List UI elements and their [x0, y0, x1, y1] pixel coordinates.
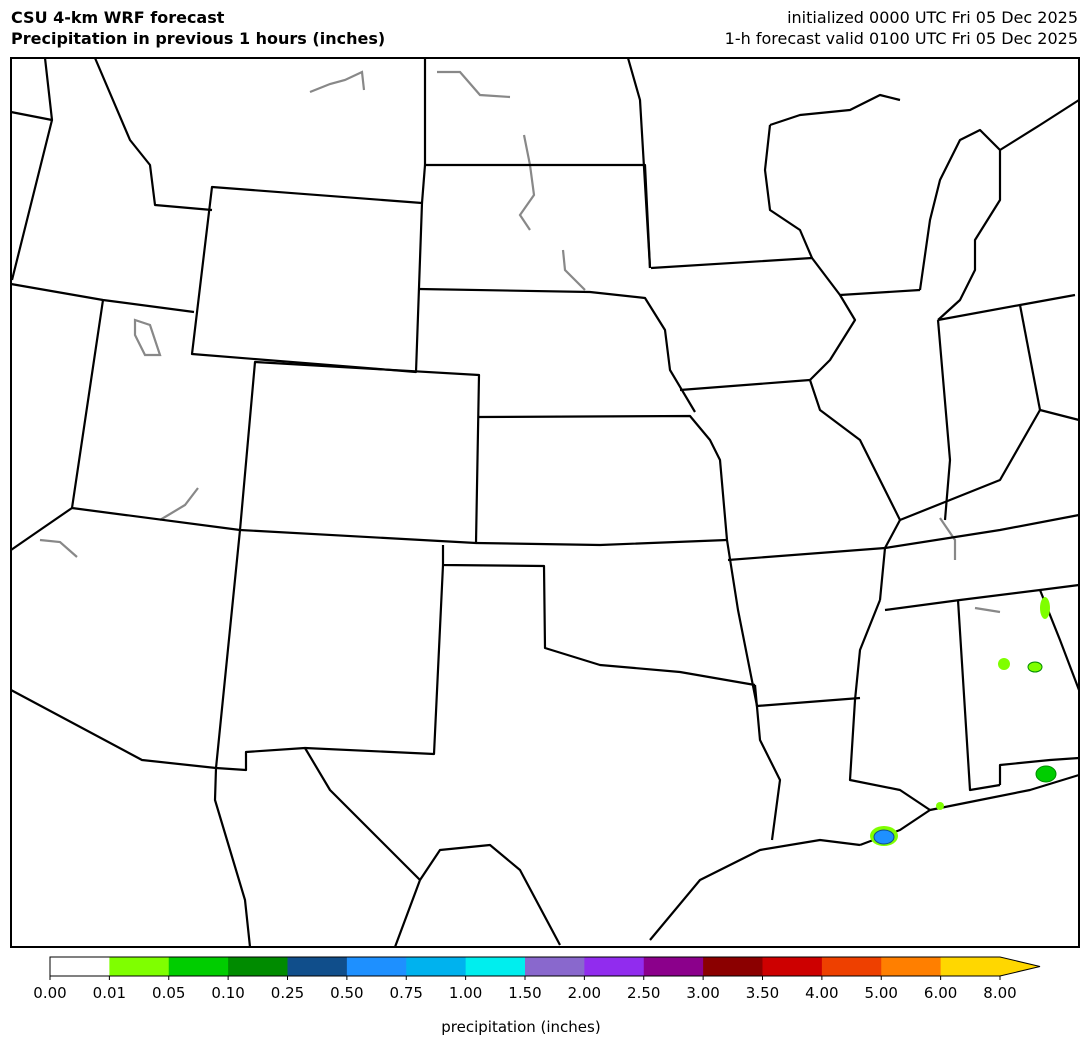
colorbar-segment — [465, 957, 526, 976]
colorbar-tick-label: 6.00 — [924, 984, 957, 1002]
colorbar-tick-label: 0.10 — [211, 984, 244, 1002]
title: CSU 4-km WRF forecast — [11, 8, 225, 27]
colorbar-tick-label: 1.50 — [508, 984, 541, 1002]
state-borders — [10, 57, 1081, 948]
colorbar-tick-label: 0.75 — [390, 984, 423, 1002]
colorbar-tick-label: 0.25 — [271, 984, 304, 1002]
colorbar-extension — [1000, 957, 1040, 976]
colorbar-tick-label: 3.50 — [746, 984, 779, 1002]
init-time: initialized 0000 UTC Fri 05 Dec 2025 — [787, 8, 1078, 27]
colorbar-tick-label: 1.00 — [449, 984, 482, 1002]
colorbar-segment — [287, 957, 348, 976]
colorbar-label: precipitation (inches) — [441, 1018, 600, 1036]
colorbar-segment — [228, 957, 288, 976]
map — [10, 57, 1081, 948]
colorbar-outline — [49, 956, 1041, 977]
colorbar-segment — [881, 957, 942, 976]
colorbar-tick-label: 3.00 — [686, 984, 719, 1002]
colorbar-segment — [643, 957, 704, 976]
precip-area — [873, 829, 895, 845]
precip-area — [1035, 765, 1057, 783]
colorbar-segment — [346, 957, 407, 976]
colorbar-tick-label: 8.00 — [983, 984, 1016, 1002]
colorbar-tick-label: 4.00 — [805, 984, 838, 1002]
colorbar-tick-label: 2.50 — [627, 984, 660, 1002]
colorbar-segment — [703, 957, 763, 976]
map-frame — [10, 57, 1080, 948]
colorbar-segment — [584, 957, 645, 976]
subtitle: Precipitation in previous 1 hours (inche… — [11, 29, 385, 48]
colorbar-tick-label: 0.00 — [33, 984, 66, 1002]
colorbar-segment — [168, 957, 229, 976]
map-background — [11, 58, 1079, 947]
precip-area — [936, 802, 944, 810]
colorbar-tick-label: 0.05 — [152, 984, 185, 1002]
colorbar-segment — [525, 957, 585, 976]
colorbar-segment — [821, 957, 882, 976]
lakes — [39, 70, 1001, 614]
colorbar-segment — [406, 957, 467, 976]
colorbar-segment — [940, 957, 1001, 976]
precip-area — [1027, 661, 1043, 673]
precip-area — [998, 658, 1010, 670]
colorbar-tick-label: 5.00 — [865, 984, 898, 1002]
colorbar-segment — [50, 957, 110, 976]
colorbar-segment — [762, 957, 823, 976]
colorbar: 0.00 0.01 0.05 0.10 0.25 0.50 0.75 1.00 1.50 2.00… — [33, 956, 1041, 1002]
colorbar-tick-label: 0.01 — [93, 984, 126, 1002]
valid-time: 1-h forecast valid 0100 UTC Fri 05 Dec 2… — [725, 29, 1078, 48]
colorbar-segment — [109, 957, 170, 976]
precip-areas — [870, 597, 1057, 846]
precip-area — [1040, 597, 1050, 619]
colorbar-tick-label: 0.50 — [330, 984, 363, 1002]
colorbar-tick-label: 2.00 — [568, 984, 601, 1002]
